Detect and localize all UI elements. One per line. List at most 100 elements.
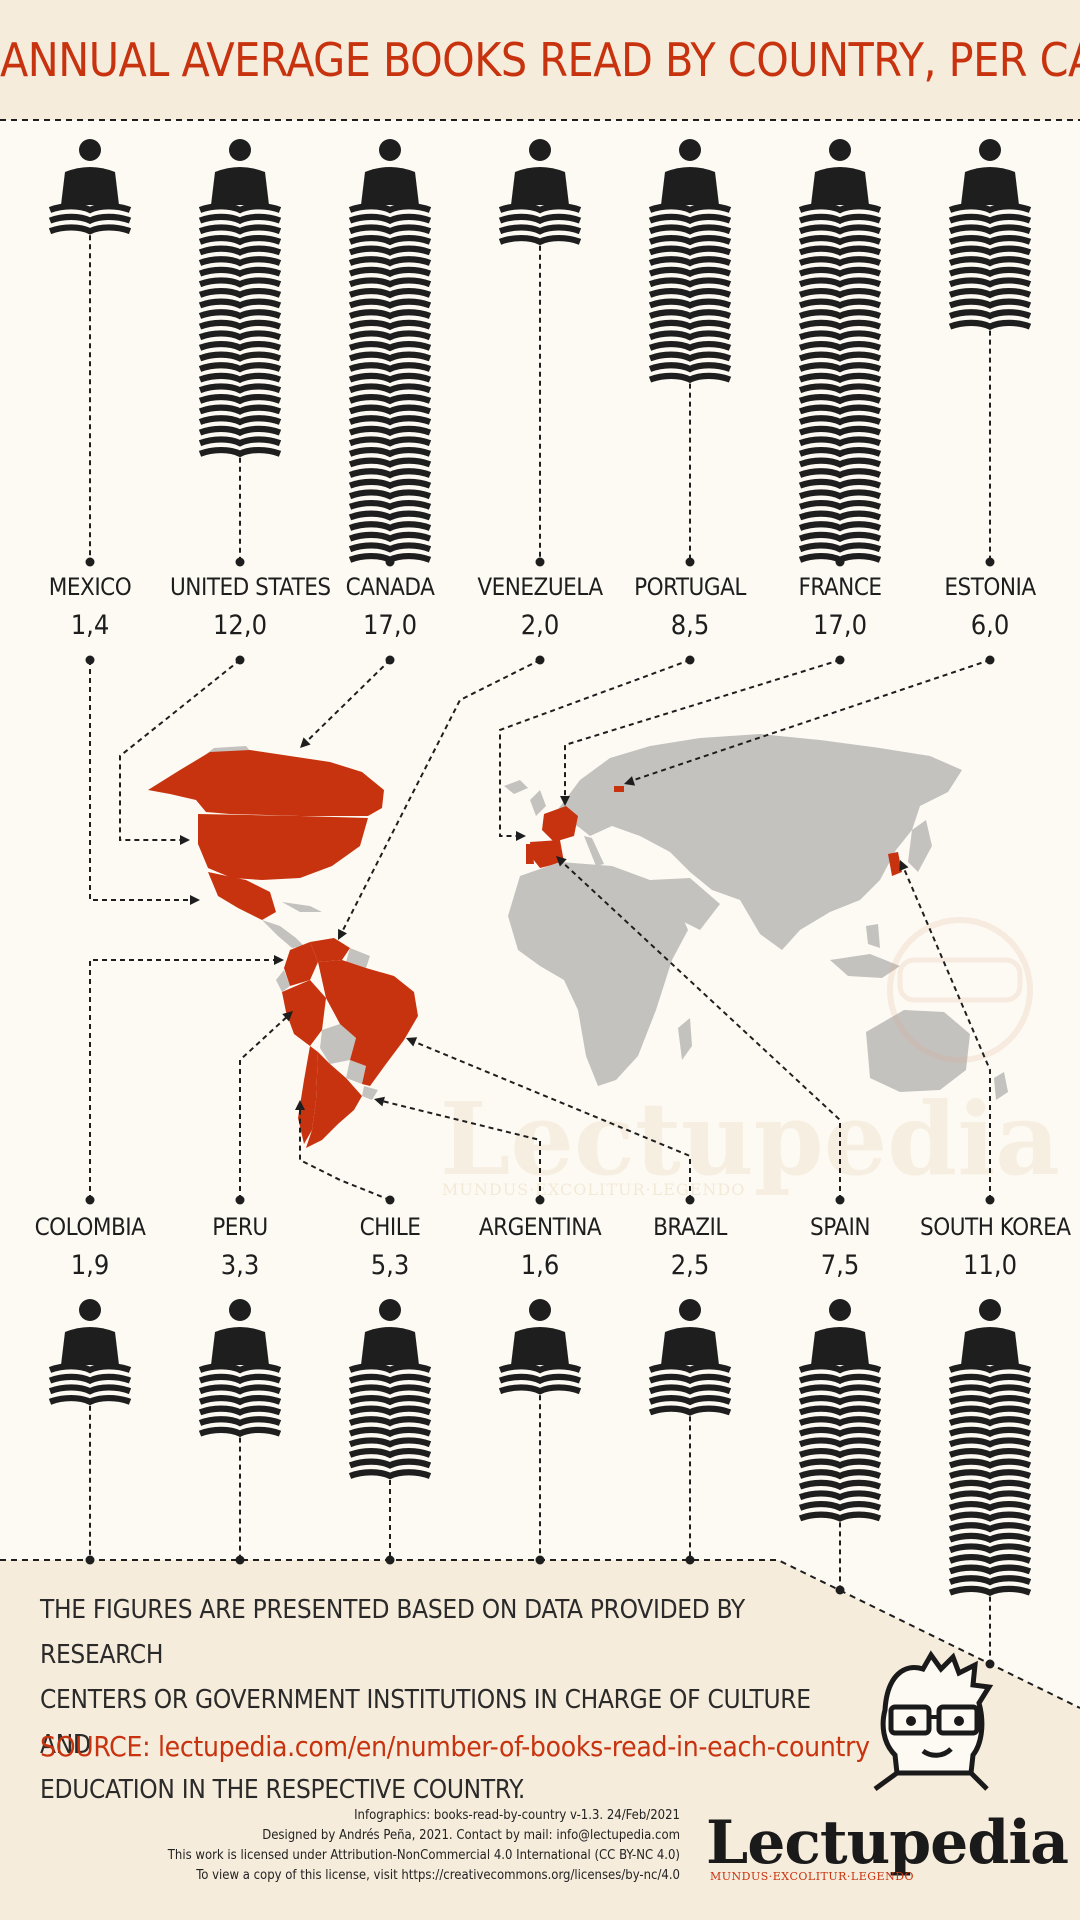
book-stripe — [948, 298, 1032, 309]
book-stripe — [648, 298, 732, 309]
connector-dot — [535, 557, 545, 567]
book-stripe — [198, 1405, 282, 1416]
book-stripe — [198, 1363, 282, 1374]
book-stripe — [198, 287, 282, 299]
book-stripe — [948, 1585, 1032, 1597]
book-stripe — [948, 1522, 1032, 1533]
connector-dot — [985, 1659, 995, 1669]
map-mexico — [208, 872, 276, 920]
book-stripe — [648, 266, 732, 278]
book-stripe — [648, 309, 732, 320]
book-stripe — [198, 277, 282, 288]
book-stripe — [348, 266, 432, 278]
logo-wordmark: Lectupedia — [706, 1808, 1069, 1878]
book-stripe — [798, 277, 882, 288]
book-stripe — [348, 446, 432, 458]
arrowhead — [295, 1100, 305, 1110]
book-stripe — [498, 213, 582, 225]
map-guianas — [346, 948, 370, 968]
reader-icon — [211, 167, 269, 205]
mascot-watermark-icon — [887, 917, 1033, 1063]
book-stripe — [348, 393, 432, 405]
pictograph-icons — [48, 139, 1032, 1597]
connector-line — [901, 863, 991, 1200]
country-label: ARGENTINA — [478, 1213, 602, 1241]
pictograph-canada — [348, 139, 432, 564]
book-stripe — [798, 319, 882, 331]
book-stripe — [798, 1416, 882, 1427]
book-stripe — [348, 319, 432, 331]
book-stripe — [48, 1394, 132, 1406]
book-stripe — [48, 1363, 132, 1374]
book-stripe — [198, 383, 282, 394]
book-stripe — [198, 245, 282, 256]
book-stripe — [498, 1373, 582, 1385]
book-stripe — [348, 1447, 432, 1459]
value-label: 2,5 — [670, 1250, 710, 1281]
connector-line — [89, 660, 196, 901]
pictograph-mexico — [48, 139, 132, 235]
book-stripe — [348, 383, 432, 394]
book-stack-icon — [948, 1363, 1032, 1597]
pictograph-spain — [798, 1299, 882, 1522]
book-stripe — [798, 1394, 882, 1406]
reader-icon — [811, 167, 869, 205]
country-label: VENEZUELA — [477, 573, 603, 601]
book-stack-icon — [348, 1363, 432, 1480]
connector-lines — [85, 235, 995, 1669]
country-label: UNITED STATES — [170, 573, 331, 601]
book-stripe — [348, 234, 432, 246]
book-stripe — [348, 1373, 432, 1385]
book-stripe — [48, 203, 132, 214]
connector-line — [89, 959, 280, 1200]
value-label: 7,5 — [820, 1250, 860, 1281]
map-argentina — [306, 1052, 362, 1148]
source-link[interactable]: SOURCE: lectupedia.com/en/number-of-book… — [40, 1730, 870, 1763]
book-stripe — [948, 1437, 1032, 1448]
book-stripe — [948, 234, 1032, 246]
book-stripe — [798, 372, 882, 384]
book-stripe — [648, 234, 732, 246]
book-stripe — [348, 436, 432, 447]
book-stripe — [798, 298, 882, 309]
map-canada — [148, 750, 384, 816]
book-stripe — [198, 224, 282, 235]
book-stripe — [948, 1363, 1032, 1374]
book-stripe — [348, 1394, 432, 1406]
book-stripe — [498, 224, 582, 235]
book-stripe — [198, 213, 282, 225]
book-stripe — [348, 1437, 432, 1448]
reader-head-icon — [829, 1299, 851, 1321]
book-stripe — [648, 330, 732, 341]
pictograph-argentina — [498, 1299, 582, 1395]
credit-line: To view a copy of this license, visit ht… — [196, 1868, 680, 1883]
map-chile — [298, 1046, 318, 1144]
map-uruguay — [362, 1086, 378, 1100]
book-stripe — [798, 362, 882, 373]
book-stripe — [798, 213, 882, 225]
book-stripe — [648, 1373, 732, 1385]
connector-dot — [235, 557, 245, 567]
book-stripe — [48, 213, 132, 225]
book-stripe — [948, 1511, 1032, 1522]
book-stripe — [948, 1394, 1032, 1406]
book-stripe — [948, 224, 1032, 235]
reader-head-icon — [679, 1299, 701, 1321]
book-stripe — [948, 1553, 1032, 1565]
page-title: ANNUAL AVERAGE BOOKS READ BY COUNTRY, PE… — [0, 33, 1080, 87]
logo-tagline: MUNDUS·EXCOLITUR·LEGENDO — [710, 1870, 915, 1883]
book-stripe — [348, 362, 432, 373]
book-stripe — [948, 1490, 1032, 1501]
connector-line — [119, 659, 241, 841]
arrowhead — [282, 1011, 293, 1022]
map-japan — [908, 820, 932, 872]
country-label: PERU — [212, 1213, 268, 1241]
book-stripe — [648, 1405, 732, 1416]
pictograph-united-states — [198, 139, 282, 458]
country-label: COLOMBIA — [34, 1213, 146, 1241]
header-band — [0, 0, 1080, 120]
book-stripe — [348, 277, 432, 288]
book-stripe — [198, 415, 282, 426]
credit-line: This work is licensed under Attribution-… — [167, 1848, 680, 1863]
book-stripe — [948, 287, 1032, 299]
